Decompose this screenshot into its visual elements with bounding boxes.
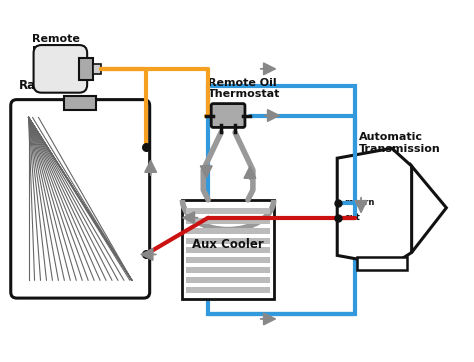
Polygon shape [337,148,427,265]
Bar [186,257,270,264]
Text: return: return [344,198,374,207]
Bar [186,287,270,293]
Bar [186,228,270,233]
Text: Remote Oil
Thermostat: Remote Oil Thermostat [208,78,281,100]
Text: Aux Cooler: Aux Cooler [192,238,264,251]
Bar [186,248,270,253]
Bar [357,257,407,270]
Bar [79,58,93,80]
FancyBboxPatch shape [34,45,87,93]
Bar [208,86,355,314]
Text: Remote
Filter: Remote Filter [32,34,80,56]
Text: out: out [344,213,360,222]
FancyBboxPatch shape [21,110,140,288]
Bar [186,237,270,244]
FancyBboxPatch shape [211,104,245,127]
Text: Radiator: Radiator [18,79,76,92]
Bar [186,267,270,273]
Bar [182,200,273,299]
FancyBboxPatch shape [11,100,150,298]
Bar [93,64,101,74]
Bar [186,208,270,214]
Bar [64,96,96,110]
Polygon shape [411,166,447,252]
Bar [186,277,270,283]
Bar [186,218,270,224]
Text: Automatic
Transmission: Automatic Transmission [359,132,441,154]
